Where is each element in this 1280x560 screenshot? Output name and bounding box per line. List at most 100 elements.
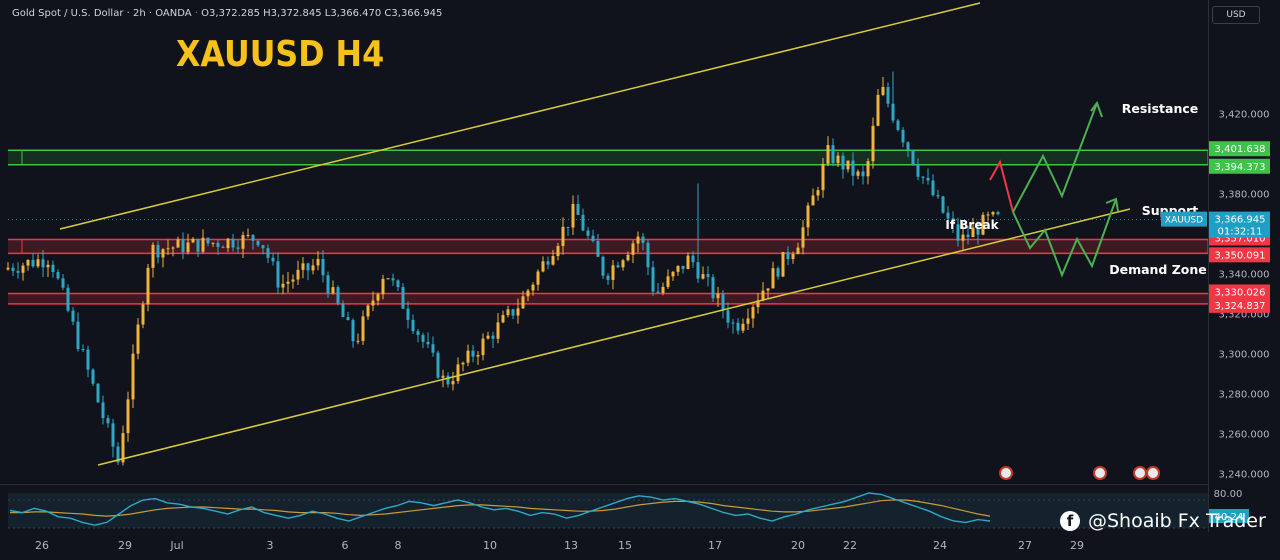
- candle-body-16: [86, 349, 90, 370]
- candle-body-162: [816, 190, 820, 196]
- candle-body-128: [646, 242, 650, 268]
- candle-body-17: [91, 369, 95, 384]
- candle-body-116: [586, 230, 590, 236]
- candle-body-97: [491, 335, 495, 339]
- candle-body-171: [861, 171, 865, 177]
- candle-body-76: [386, 278, 390, 280]
- candle-body-121: [611, 265, 615, 280]
- candle-body-122: [616, 265, 620, 268]
- candle-body-135: [681, 265, 685, 269]
- open-label: O: [201, 8, 210, 19]
- candle-body-38: [196, 238, 200, 252]
- pane-divider[interactable]: [0, 484, 1208, 485]
- candle-body-46: [236, 247, 240, 249]
- currency-button[interactable]: USD: [1212, 6, 1260, 24]
- candle-body-133: [671, 271, 675, 277]
- candle-body-1: [11, 267, 15, 271]
- candle-body-88: [446, 375, 450, 385]
- rsi-line: [9, 492, 991, 526]
- x-tick-1: 29: [118, 539, 132, 552]
- y-tick-6: 3,380.000: [1219, 190, 1270, 201]
- candle-body-32: [166, 248, 170, 250]
- candle-body-55: [281, 283, 285, 288]
- y-tick-3: 3,300.000: [1219, 350, 1270, 361]
- candle-body-57: [291, 279, 295, 282]
- candle-body-6: [36, 259, 40, 267]
- candle-body-68: [346, 317, 350, 321]
- candle-body-65: [331, 287, 335, 294]
- candle-body-37: [191, 238, 195, 243]
- y-tick-4: 3,320.000: [1219, 310, 1270, 321]
- candle-body-191: [961, 234, 965, 241]
- projection-break-path: [1012, 198, 1117, 278]
- x-tick-12: 24: [933, 539, 947, 552]
- open-value: 3,372.285: [209, 8, 260, 19]
- candle-body-73: [371, 300, 375, 306]
- candle-body-159: [801, 227, 805, 248]
- candle-body-182: [916, 164, 920, 177]
- candle-body-141: [711, 277, 715, 299]
- candle-body-89: [451, 381, 455, 385]
- y-tick-0: 3,240.000: [1219, 470, 1270, 481]
- candle-body-130: [656, 291, 660, 293]
- candle-body-69: [351, 320, 355, 342]
- last-price-countdown: 01:32:11: [1218, 227, 1263, 238]
- candle-body-91: [461, 362, 465, 365]
- candle-body-5: [31, 259, 35, 267]
- symbol-tag-bg: [1161, 211, 1207, 227]
- candle-body-178: [896, 120, 900, 130]
- candle-body-13: [71, 310, 75, 322]
- zone-tag-2-1: 3,324.837: [1215, 301, 1266, 312]
- zone-tag-bg-2-1: [1209, 297, 1270, 313]
- x-tick-4: 6: [342, 539, 349, 552]
- projection-bullish-path: [1012, 102, 1098, 213]
- candle-body-99: [501, 315, 505, 323]
- event-marker-1: [1093, 466, 1107, 480]
- candle-body-62: [316, 258, 320, 266]
- candle-body-58: [296, 269, 300, 280]
- low-value: 3,366.470: [330, 8, 382, 19]
- candle-body-28: [146, 267, 150, 305]
- candle-body-20: [106, 418, 110, 424]
- candle-body-3: [21, 265, 25, 273]
- candle-body-188: [946, 212, 950, 219]
- candle-body-59: [301, 263, 305, 270]
- candle-body-164: [826, 145, 830, 164]
- candle-body-147: [741, 323, 745, 331]
- x-tick-0: 26: [35, 539, 49, 552]
- candle-body-151: [761, 290, 765, 301]
- candle-body-81: [411, 319, 415, 332]
- candle-body-131: [661, 286, 665, 293]
- candle-body-124: [626, 254, 630, 261]
- candle-body-149: [751, 307, 755, 319]
- candle-body-104: [526, 290, 530, 297]
- facebook-icon: f: [1060, 511, 1080, 531]
- projection-initial-drop: [989, 159, 1014, 213]
- candle-body-142: [716, 293, 720, 299]
- zone-fill-1: [8, 239, 1208, 254]
- candle-body-143: [721, 293, 725, 311]
- candle-body-98: [496, 322, 500, 339]
- zone-tag-bg-1-1: [1209, 247, 1270, 263]
- zone-tag-0-0: 3,401.638: [1215, 144, 1266, 155]
- low-label: L: [324, 8, 331, 19]
- candle-body-153: [771, 268, 775, 289]
- candle-body-118: [596, 241, 600, 257]
- candle-body-161: [811, 195, 815, 206]
- candle-body-71: [361, 316, 365, 341]
- candle-body-86: [436, 352, 440, 378]
- zone-fill-0: [8, 150, 1208, 165]
- candle-body-157: [791, 254, 795, 260]
- candle-body-152: [766, 288, 770, 291]
- candle-body-105: [531, 284, 535, 291]
- candle-body-23: [121, 433, 125, 463]
- candle-body-27: [141, 304, 145, 325]
- candle-body-166: [836, 155, 840, 164]
- candle-body-185: [931, 180, 935, 196]
- candle-body-30: [156, 244, 160, 258]
- candle-body-109: [551, 256, 555, 265]
- candle-body-114: [576, 204, 580, 215]
- candle-body-61: [311, 265, 315, 271]
- zone-fill-2: [8, 293, 1208, 304]
